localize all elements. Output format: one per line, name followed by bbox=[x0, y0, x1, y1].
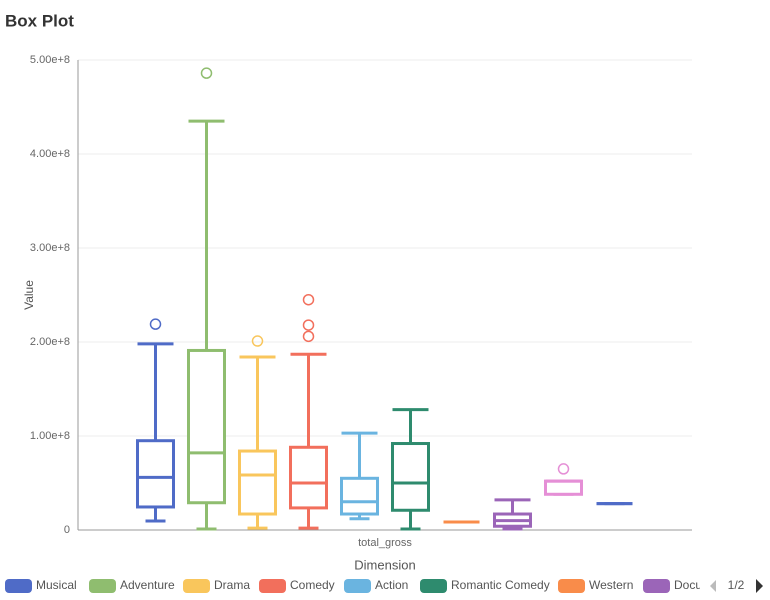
x-tick-label: total_gross bbox=[358, 537, 412, 549]
legend-swatch bbox=[420, 579, 447, 593]
box bbox=[136, 439, 175, 509]
legend-swatch bbox=[183, 579, 210, 593]
legend-label: Adventure bbox=[120, 578, 175, 592]
box bbox=[544, 479, 583, 496]
outlier bbox=[200, 67, 213, 79]
legend-swatch bbox=[89, 579, 116, 593]
outlier bbox=[302, 330, 315, 343]
box bbox=[289, 445, 328, 510]
y-tick-label: 5.00e+8 bbox=[30, 54, 70, 66]
legend-label: Romantic Comedy bbox=[451, 578, 550, 592]
legend-label: Comedy bbox=[290, 578, 335, 592]
box bbox=[187, 348, 226, 505]
outlier bbox=[557, 463, 570, 475]
outlier bbox=[302, 319, 315, 331]
legend-label: Drama bbox=[214, 578, 250, 592]
legend-swatch bbox=[259, 579, 286, 593]
legend-swatch bbox=[5, 579, 32, 593]
legend-page: 1/2 bbox=[728, 578, 745, 592]
x-axis-label: Dimension bbox=[354, 557, 415, 572]
legend-label: Musical bbox=[36, 578, 77, 592]
legend-prev[interactable] bbox=[710, 580, 716, 592]
box bbox=[391, 442, 430, 512]
outlier bbox=[251, 335, 264, 347]
box bbox=[340, 476, 379, 516]
outlier bbox=[302, 293, 315, 306]
legend-label: Action bbox=[375, 578, 408, 592]
y-tick-label: 2.00e+8 bbox=[30, 336, 70, 348]
legend-label: Western bbox=[589, 578, 633, 592]
legend-label: Documentary bbox=[674, 578, 745, 592]
y-tick-label: 1.00e+8 bbox=[30, 430, 70, 442]
y-axis-label: Value bbox=[22, 280, 36, 310]
y-tick-label: 3.00e+8 bbox=[30, 242, 70, 254]
y-tick-label: 4.00e+8 bbox=[30, 148, 70, 160]
legend-swatch bbox=[643, 579, 670, 593]
y-tick-label: 0 bbox=[64, 524, 70, 536]
legend-next[interactable] bbox=[756, 579, 763, 593]
box bbox=[238, 449, 277, 516]
legend: Musical Adventure Drama Comedy Action Romanti… bbox=[5, 578, 745, 593]
chart-title: Box Plot bbox=[5, 11, 74, 30]
outlier bbox=[149, 318, 162, 330]
legend-swatch bbox=[344, 579, 371, 593]
legend-swatch bbox=[558, 579, 585, 593]
